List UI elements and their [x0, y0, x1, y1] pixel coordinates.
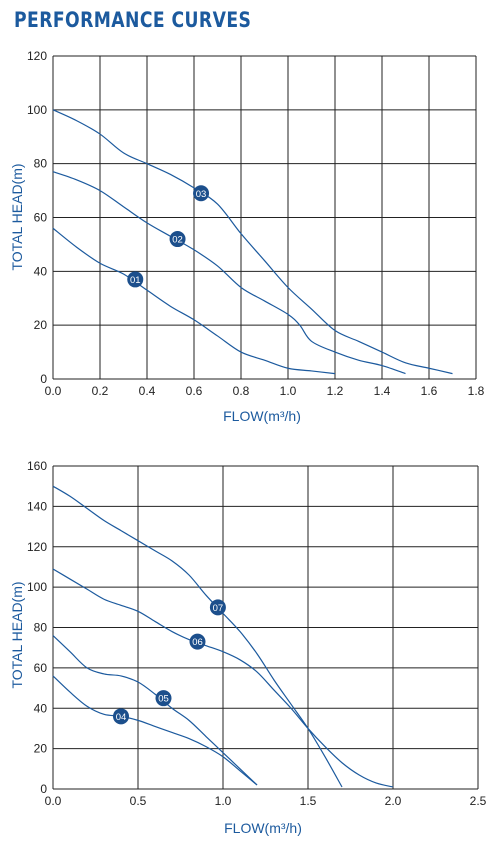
x-tick-label: 1.2 — [327, 384, 344, 398]
page-title: PERFORMANCE CURVES — [14, 8, 252, 32]
curve-marker-06: 06 — [189, 633, 206, 650]
x-tick-label: 1.0 — [280, 384, 297, 398]
y-tick-label: 100 — [27, 103, 47, 117]
curve-marker-04: 04 — [113, 708, 129, 725]
marker-label: 06 — [192, 637, 203, 648]
x-tick-label: 0.0 — [45, 794, 62, 808]
grid — [52, 465, 479, 790]
curve-marker-05: 05 — [155, 690, 172, 707]
grid — [52, 55, 477, 380]
x-axis-label: FLOW(m³/h) — [224, 820, 302, 836]
y-tick-label: 140 — [27, 499, 47, 513]
performance-chart-1: 0.0 0.2 0.4 0.6 0.8 1.0 1.2 1.4 1.6 1.80204060801… — [9, 49, 485, 424]
curve-marker-03: 03 — [193, 185, 210, 202]
x-tick-label: 0.2 — [92, 384, 109, 398]
y-tick-label: 120 — [27, 540, 47, 554]
marker-circle — [155, 690, 172, 707]
curve-03 — [52, 109, 453, 375]
y-tick-label: 100 — [27, 580, 47, 594]
x-tick-label: 0.8 — [233, 384, 250, 398]
marker-circle — [209, 599, 226, 616]
marker-circle — [127, 271, 144, 288]
marker-label: 07 — [213, 603, 224, 614]
y-tick-label: 40 — [34, 701, 48, 715]
curve-marker-02: 02 — [169, 231, 186, 248]
curve-02 — [52, 171, 406, 375]
x-axis-label: FLOW(m³/h) — [223, 408, 301, 424]
marker-circle — [113, 708, 129, 725]
y-tick-label: 40 — [34, 264, 48, 278]
marker-circle — [189, 633, 206, 650]
marker-label: 05 — [158, 694, 169, 705]
y-tick-label: 80 — [34, 621, 48, 635]
performance-chart-2: 0.0 0.5 1.0 1.5 2.0 2.5 0 20 40 60 80 100 120 140 160 F… — [9, 459, 487, 836]
x-tick-label: 0.0 — [45, 384, 62, 398]
marker-label: 02 — [172, 235, 183, 246]
x-tick-label: 1.0 — [215, 794, 232, 808]
curve-04 — [52, 675, 258, 786]
y-tick-label: 160 — [27, 459, 47, 473]
x-tick-label: 0.5 — [130, 794, 147, 808]
marker-circle — [169, 231, 186, 248]
x-tick-label: 1.5 — [300, 794, 317, 808]
curve-06 — [52, 568, 394, 788]
y-tick-label: 120 — [27, 49, 47, 63]
y-tick-label: 20 — [34, 318, 48, 332]
curve-marker-07: 07 — [209, 599, 226, 616]
x-tick-label: 0.4 — [139, 384, 156, 398]
y-tick-label: 60 — [34, 211, 48, 225]
x-tick-label: 1.4 — [374, 384, 391, 398]
x-tick-label: 2.5 — [470, 794, 487, 808]
x-tick-label: 1.8 — [468, 384, 485, 398]
marker-label: 03 — [196, 189, 207, 200]
y-tick-label: 20 — [34, 742, 48, 756]
curve-01 — [52, 227, 336, 375]
x-tick-label: 1.6 — [421, 384, 438, 398]
curve-07 — [52, 485, 343, 788]
y-axis-label: TOTAL HEAD(m) — [9, 163, 25, 270]
y-tick-label: 0 — [40, 372, 47, 386]
marker-circle — [193, 185, 210, 202]
x-tick-label: 0.6 — [186, 384, 203, 398]
marker-label: 04 — [116, 712, 127, 723]
x-tick-label: 2.0 — [385, 794, 402, 808]
marker-label: 01 — [130, 275, 141, 286]
curve-marker-01: 01 — [127, 271, 144, 288]
curve-05 — [52, 635, 258, 786]
y-axis-label: TOTAL HEAD(m) — [9, 581, 25, 688]
y-tick-label: 80 — [34, 157, 48, 171]
y-tick-label: 60 — [34, 661, 48, 675]
y-tick-label: 0 — [40, 782, 47, 796]
